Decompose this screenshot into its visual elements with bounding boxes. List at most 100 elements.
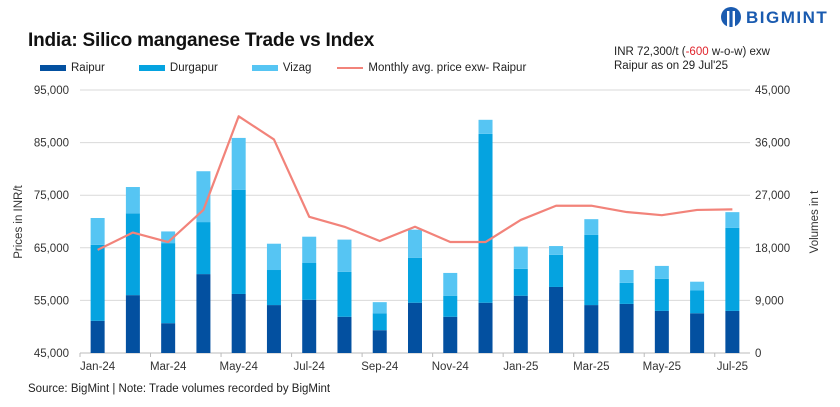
bar-vizag	[266, 243, 281, 271]
bigmint-logo-icon	[721, 7, 741, 27]
note-prefix: INR 72,300/t (	[614, 46, 686, 58]
x-tick-label: Sep-24	[361, 361, 399, 373]
bar-vizag	[725, 212, 740, 228]
note-change: -600	[685, 46, 709, 58]
bar-vizag	[654, 265, 669, 279]
legend-swatch	[251, 65, 278, 71]
bar-raipur	[337, 316, 352, 353]
x-tick-label: May-25	[643, 361, 681, 373]
y-tick-label-right: 36,000	[755, 138, 790, 150]
bar-durgapur	[584, 234, 599, 306]
y-tick-label-left: 95,000	[34, 85, 69, 97]
x-tick-label: Mar-25	[573, 361, 609, 373]
bar-vizag	[478, 119, 493, 134]
legend-label: Raipur	[71, 62, 105, 74]
bar-raipur	[408, 302, 422, 353]
bar-durgapur	[408, 257, 422, 303]
chart-title: India: Silico manganese Trade vs Index	[28, 30, 375, 51]
y-tick-label-left: 45,000	[34, 348, 69, 360]
legend-line	[337, 67, 364, 69]
bar-durgapur	[161, 243, 176, 324]
bar-durgapur	[337, 271, 352, 317]
y-tick-label-left: 65,000	[34, 243, 69, 255]
bar-raipur	[443, 316, 458, 353]
bar-vizag	[513, 246, 528, 269]
y-tick-label-right: 45,000	[755, 85, 790, 97]
y-tick-label-left: 55,000	[34, 295, 69, 307]
bar-vizag	[619, 270, 634, 283]
bar-vizag	[549, 246, 564, 255]
bigmint-logo: BIGMINT	[720, 6, 828, 30]
x-tick-label: Nov-24	[432, 361, 470, 373]
bar-durgapur	[125, 213, 140, 296]
bar-durgapur	[513, 268, 528, 296]
bar-vizag	[231, 137, 246, 190]
x-tick-label: Jan-25	[503, 361, 538, 373]
source-note: Source: BigMint | Note: Trade volumes re…	[28, 383, 331, 395]
x-tick-label: May-24	[220, 361, 259, 373]
logo-text: BIGMINT	[746, 8, 829, 27]
legend-label: Monthly avg. price exw- Raipur	[368, 62, 527, 74]
x-tick-label: Mar-24	[150, 361, 187, 373]
note-suffix: w-o-w) exw	[708, 46, 770, 58]
bar-durgapur	[690, 290, 705, 314]
bar-raipur	[372, 330, 387, 353]
bar-durgapur	[372, 313, 387, 331]
bar-durgapur	[478, 133, 493, 303]
bar-durgapur	[443, 295, 458, 317]
bar-vizag	[443, 272, 458, 296]
price-note: INR 72,300/t (-600 w-o-w) exw Raipur as …	[614, 45, 770, 73]
bar-raipur	[654, 310, 669, 353]
legend: Raipur Durgapur Vizag Monthly avg. price…	[40, 62, 552, 74]
x-tick-label: Jan-24	[80, 361, 116, 373]
bar-raipur	[513, 295, 528, 353]
bar-vizag	[196, 171, 211, 223]
bar-raipur	[549, 286, 564, 353]
y-axis-label-left: Prices in INR/t	[13, 184, 25, 258]
y-tick-label-left: 85,000	[34, 138, 69, 150]
bar-durgapur	[302, 262, 317, 300]
legend-item-raipur: Raipur	[40, 62, 105, 74]
bar-raipur	[302, 299, 317, 353]
legend-item-durgapur: Durgapur	[138, 62, 218, 74]
legend-label: Vizag	[282, 62, 312, 74]
x-tick-label: Jul-25	[717, 361, 748, 373]
bar-durgapur	[266, 270, 281, 306]
bar-vizag	[90, 217, 105, 245]
bar-raipur	[266, 305, 281, 353]
bar-durgapur	[725, 227, 740, 311]
bar-durgapur	[196, 222, 211, 275]
bar-durgapur	[231, 189, 246, 294]
bar-vizag	[690, 281, 705, 291]
bar-durgapur	[549, 254, 564, 287]
bar-raipur	[584, 305, 599, 353]
bar-raipur	[90, 320, 105, 353]
bar-vizag	[125, 187, 140, 214]
bar-vizag	[372, 302, 387, 314]
bar-durgapur	[90, 244, 105, 321]
bar-vizag	[337, 239, 352, 272]
legend-swatch	[40, 65, 66, 71]
legend-swatch	[138, 65, 165, 71]
bar-raipur	[690, 313, 705, 353]
y-axis-label-right: Volumes in t	[809, 190, 821, 253]
y-tick-label-right: 18,000	[755, 243, 790, 255]
bar-raipur	[231, 293, 246, 353]
bar-vizag	[161, 231, 176, 244]
y-tick-label-right: 0	[755, 348, 761, 360]
bar-raipur	[619, 303, 634, 353]
bar-durgapur	[619, 282, 634, 304]
note-line2: Raipur as on 29 Jul'25	[614, 60, 729, 72]
bar-raipur	[125, 295, 140, 353]
legend-label: Durgapur	[169, 62, 218, 74]
bar-vizag	[584, 219, 599, 235]
bar-raipur	[161, 323, 176, 353]
bar-raipur	[196, 274, 211, 353]
bar-vizag	[408, 229, 422, 258]
legend-item-price: Monthly avg. price exw- Raipur	[337, 62, 526, 74]
bar-durgapur	[654, 278, 669, 311]
bar-vizag	[302, 236, 317, 263]
bar-raipur	[478, 302, 493, 353]
x-tick-label: Jul-24	[294, 361, 326, 373]
